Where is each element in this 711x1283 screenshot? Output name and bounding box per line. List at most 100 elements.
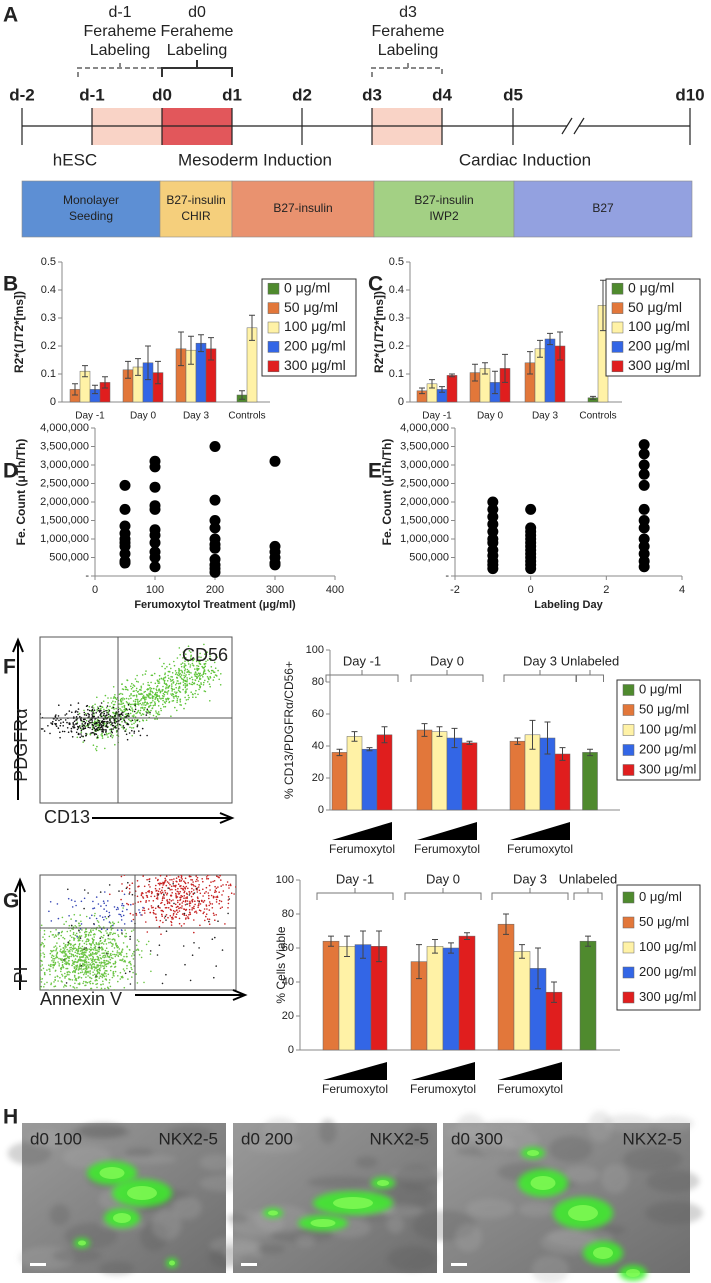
flow-event xyxy=(178,673,181,676)
flow-event xyxy=(128,732,131,734)
flow-event xyxy=(80,923,83,925)
flow-event xyxy=(193,931,195,934)
flow-event xyxy=(42,936,44,938)
flow-event xyxy=(107,720,109,723)
flow-event xyxy=(127,712,130,715)
dose-triangle xyxy=(411,1062,475,1080)
flow-event xyxy=(75,967,78,970)
flow-event xyxy=(110,924,113,927)
flow-event xyxy=(134,716,137,718)
flow-event xyxy=(178,917,181,920)
phase-label: Mesoderm Induction xyxy=(178,150,332,169)
flow-event xyxy=(111,736,114,739)
flow-event xyxy=(153,895,156,898)
y-tick-label: 2,500,000 xyxy=(400,477,449,489)
flow-event xyxy=(142,695,145,697)
flow-event xyxy=(86,949,88,951)
legend-swatch xyxy=(622,684,635,696)
legend-swatch xyxy=(622,941,635,954)
flow-event xyxy=(99,969,101,972)
flow-event xyxy=(163,682,166,685)
flow-event xyxy=(107,962,110,964)
x-axis-label: Ferumoxytol Treatment (μg/ml) xyxy=(134,599,296,611)
flow-event xyxy=(130,903,132,906)
flow-event xyxy=(206,918,209,920)
flow-event xyxy=(85,734,87,736)
flow-event xyxy=(168,887,171,890)
flow-event xyxy=(110,716,113,718)
flow-event xyxy=(41,978,44,980)
flow-event xyxy=(68,710,71,712)
error-bar xyxy=(198,334,204,353)
flow-event xyxy=(61,973,63,976)
flow-event xyxy=(174,684,177,686)
flow-event xyxy=(179,873,181,875)
flow-event xyxy=(123,923,126,925)
flow-event xyxy=(126,714,128,717)
flow-event xyxy=(160,677,163,680)
flow-event xyxy=(192,881,194,883)
flow-event xyxy=(183,707,185,710)
flow-event xyxy=(152,704,155,707)
flow-event xyxy=(161,891,164,894)
flow-event xyxy=(149,687,151,689)
flow-event xyxy=(165,687,167,690)
flow-event xyxy=(210,881,212,883)
flow-event xyxy=(41,941,43,944)
flow-event xyxy=(159,690,162,693)
flow-event xyxy=(177,905,179,908)
flow-event xyxy=(195,878,198,881)
flow-event xyxy=(173,902,175,905)
flow-event xyxy=(113,938,116,941)
flow-event xyxy=(158,906,160,909)
flow-event xyxy=(102,980,104,983)
flow-event xyxy=(116,950,119,952)
flow-event xyxy=(186,677,188,679)
flow-event xyxy=(149,690,152,693)
flow-event xyxy=(184,668,187,670)
flow-event xyxy=(80,977,83,979)
flow-event xyxy=(123,875,126,876)
flow-event xyxy=(120,701,123,703)
bar xyxy=(446,375,458,403)
flow-event xyxy=(128,695,131,697)
flow-event xyxy=(101,956,104,958)
flow-event xyxy=(191,907,193,909)
flow-event xyxy=(117,908,119,910)
flow-event xyxy=(162,896,164,898)
flow-event xyxy=(219,907,222,910)
flow-event xyxy=(106,709,108,712)
flow-event xyxy=(123,698,126,700)
flow-event xyxy=(63,955,65,957)
flow-event xyxy=(121,710,124,712)
flow-event xyxy=(98,720,101,722)
flow-event xyxy=(138,720,141,723)
flow-event xyxy=(193,682,196,684)
flow-event xyxy=(197,665,200,668)
flow-event xyxy=(131,719,134,722)
flow-event xyxy=(122,702,125,705)
flow-event xyxy=(96,710,98,712)
flow-event xyxy=(120,692,122,695)
flow-event xyxy=(180,669,182,672)
flow-event xyxy=(183,880,185,882)
flow-event xyxy=(195,696,197,699)
group-bracket xyxy=(316,888,394,900)
flow-event xyxy=(123,986,126,989)
flow-event xyxy=(196,667,198,670)
flow-event xyxy=(102,954,105,957)
flow-event xyxy=(176,698,179,700)
flow-event xyxy=(120,929,123,931)
flow-event xyxy=(205,905,208,907)
stain-signal xyxy=(78,1240,86,1246)
flow-event xyxy=(103,956,105,959)
flow-event xyxy=(33,945,35,947)
flow-event xyxy=(58,719,60,722)
flow-event xyxy=(50,920,53,922)
flow-event xyxy=(68,973,70,976)
flow-event xyxy=(191,879,194,881)
flow-event xyxy=(170,683,173,685)
flow-event xyxy=(92,710,95,713)
flow-event xyxy=(42,952,44,954)
